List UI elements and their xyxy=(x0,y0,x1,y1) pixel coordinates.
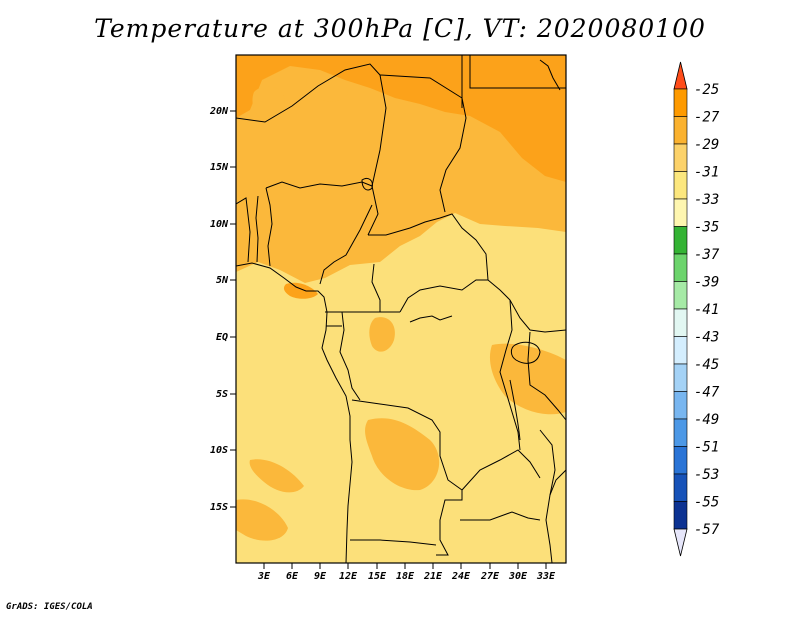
lon-label: 27E xyxy=(480,571,500,582)
colorbar-label: -43 xyxy=(694,330,719,346)
colorbar-label: -41 xyxy=(694,302,719,318)
colorbar-segment xyxy=(673,226,688,255)
border-nigeria-cameroon xyxy=(319,204,373,285)
colorbar-segment xyxy=(673,88,688,117)
colorbar-label: -55 xyxy=(694,495,719,511)
field-blob-sw xyxy=(249,459,304,493)
colorbar-label: -27 xyxy=(694,110,720,126)
colorbar: -25 -27 -29 -31 -33 -35 -37 -39 -41 -43 … xyxy=(673,61,720,557)
border-zimbabwe xyxy=(460,511,541,521)
colorbar-top-arrow xyxy=(673,61,688,90)
border-angola-zambia xyxy=(436,490,463,556)
colorbar-label: -37 xyxy=(694,247,720,263)
border-drc-angola xyxy=(351,399,463,491)
colorbar-label: -53 xyxy=(694,467,719,483)
colorbar-segment xyxy=(673,116,688,145)
colorbar-label: -47 xyxy=(694,385,720,401)
field-blob-chad xyxy=(306,71,348,102)
colorbar-label: -45 xyxy=(694,357,719,373)
lat-label: 5N xyxy=(216,275,229,286)
colorbar-label: -31 xyxy=(694,165,719,181)
border-car-north xyxy=(368,213,489,281)
nile-red-sea xyxy=(539,59,561,91)
lon-label: 33E xyxy=(536,571,556,582)
border-mali-niger xyxy=(236,63,381,123)
colorbar-segment xyxy=(673,336,688,365)
credit-text: GrADS: IGES/COLA xyxy=(6,602,93,612)
coastline xyxy=(236,262,353,563)
colorbar-segment xyxy=(673,171,688,200)
lat-label: 5S xyxy=(216,389,228,400)
colorbar-label: -29 xyxy=(694,137,719,153)
colorbar-segment xyxy=(673,253,688,282)
colorbar-label: -33 xyxy=(694,192,719,208)
lon-label: 9E xyxy=(314,571,327,582)
border-congo xyxy=(339,311,361,401)
border-benin-togo xyxy=(255,195,259,263)
colorbar-label: -51 xyxy=(694,440,719,456)
lon-label: 3E xyxy=(257,571,271,582)
border-angola-namibia xyxy=(350,539,437,546)
field-blob-south xyxy=(236,499,288,541)
colorbar-segment xyxy=(673,446,688,475)
border-nigeria-benin xyxy=(265,187,273,267)
border-tanzania xyxy=(527,331,566,421)
colorbar-label: -35 xyxy=(694,220,719,236)
colorbar-label: -57 xyxy=(694,522,720,538)
lake-tanganyika xyxy=(509,379,521,441)
field-band-27-29 xyxy=(236,55,566,182)
lat-label: 15N xyxy=(210,162,229,173)
border-egypt-sudan xyxy=(469,55,566,89)
colorbar-segment xyxy=(673,363,688,392)
colorbar-label: -49 xyxy=(694,412,719,428)
border-drc-east xyxy=(499,299,521,451)
colorbar-segment xyxy=(673,418,688,447)
lat-label: 20N xyxy=(209,106,229,117)
lon-label: 24E xyxy=(451,571,471,582)
border-cameroon-car xyxy=(371,263,381,312)
lat-label: 15S xyxy=(210,502,228,513)
lon-label: 12E xyxy=(339,571,358,582)
country-borders xyxy=(236,55,566,563)
congo-river xyxy=(409,315,453,323)
field-blob-coast xyxy=(283,282,318,299)
lat-label: EQ xyxy=(216,332,228,343)
colorbar-segment xyxy=(673,308,688,337)
colorbar-segment xyxy=(673,501,688,530)
border-car-south xyxy=(399,279,488,313)
lat-label: 10S xyxy=(210,445,228,456)
colorbar-label: -25 xyxy=(694,82,719,98)
field-blob-congo xyxy=(369,317,395,352)
border-niger-chad xyxy=(367,74,387,236)
lat-label: 10N xyxy=(210,219,229,230)
lon-label: 15E xyxy=(368,571,387,582)
lon-label: 18E xyxy=(396,571,415,582)
map-frame xyxy=(235,54,567,564)
colorbar-segment xyxy=(673,281,688,310)
latitude-axis: 20N 15N 10N 5N EQ 5S 10S 15S xyxy=(209,106,236,513)
colorbar-bottom-arrow xyxy=(673,528,688,557)
border-south-sudan xyxy=(487,279,566,333)
lon-label: 21E xyxy=(423,571,443,582)
colorbar-segment xyxy=(673,391,688,420)
border-chad-sudan xyxy=(379,74,467,213)
lon-label: 6E xyxy=(286,571,299,582)
border-ghana xyxy=(236,197,251,263)
field-blob-sahara xyxy=(252,86,285,121)
border-zambia-east xyxy=(461,449,541,491)
colorbar-segment xyxy=(673,198,688,227)
longitude-axis: 3E 6E 9E 12E 15E 18E 21E 24E 27E 30E 33E xyxy=(257,563,556,582)
temperature-field xyxy=(236,55,566,563)
map-title: Temperature at 300hPa [C], VT: 202008010… xyxy=(94,14,706,43)
colorbar-label: -39 xyxy=(694,275,719,291)
field-blob-angola xyxy=(365,418,440,491)
lon-label: 30E xyxy=(508,571,528,582)
lake-chad xyxy=(361,177,373,191)
border-mozambique xyxy=(549,469,566,496)
colorbar-segment xyxy=(673,143,688,172)
lake-victoria xyxy=(510,341,541,364)
colorbar-segment xyxy=(673,473,688,502)
